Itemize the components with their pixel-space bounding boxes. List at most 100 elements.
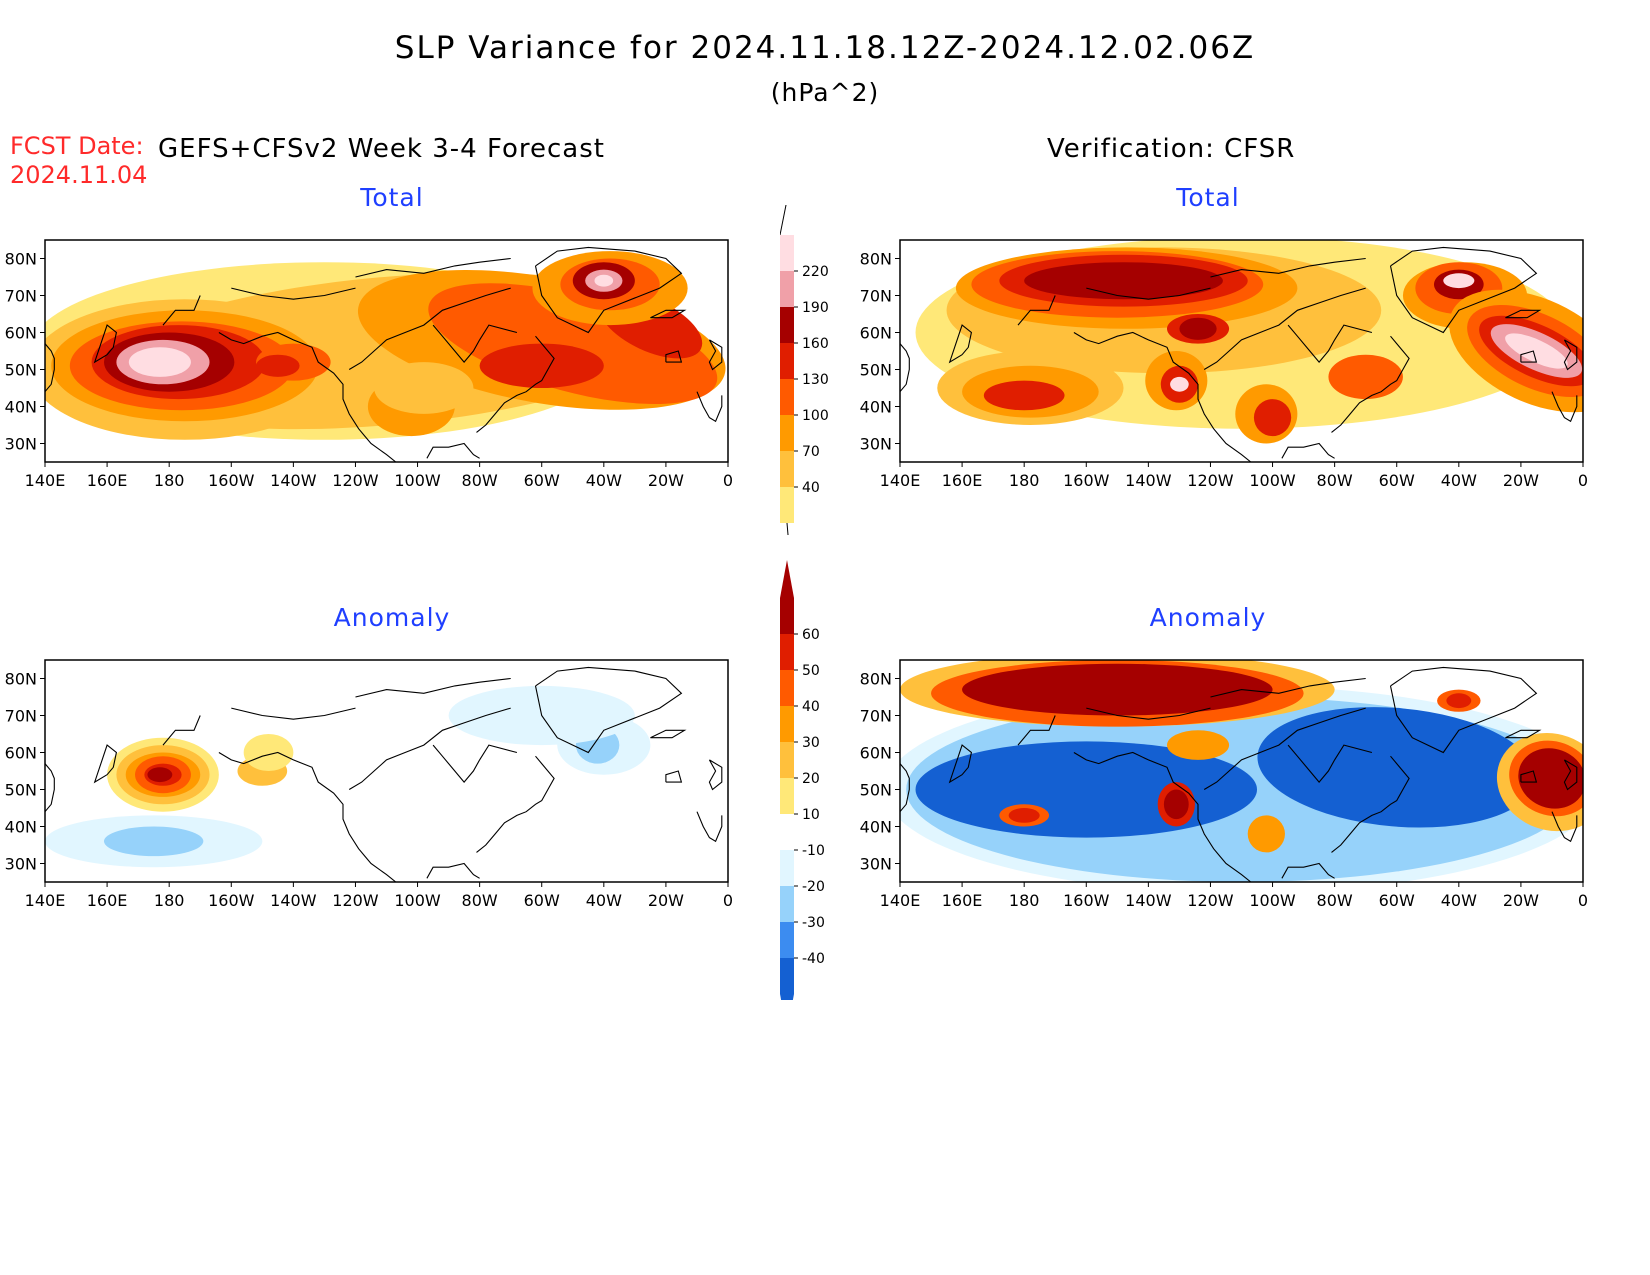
coastline bbox=[1287, 324, 1373, 363]
contour-region bbox=[256, 354, 300, 377]
lon-tick-label: 100W bbox=[394, 891, 441, 910]
contour-region bbox=[1518, 748, 1583, 809]
coastline bbox=[348, 707, 511, 790]
contour-region bbox=[1166, 730, 1230, 760]
coastline bbox=[1073, 751, 1252, 882]
lon-tick-label: 120W bbox=[1187, 891, 1234, 910]
lon-tick-label: 0 bbox=[1578, 471, 1588, 490]
lat-tick-label: 40N bbox=[5, 398, 37, 417]
colorbar-swatch bbox=[780, 271, 794, 307]
lon-tick-label: 100W bbox=[1249, 471, 1296, 490]
lat-tick-label: 40N bbox=[860, 818, 892, 837]
lat-tick-label: 60N bbox=[5, 324, 37, 343]
coastline bbox=[355, 677, 511, 698]
contour-region bbox=[1163, 789, 1189, 820]
forecast-label: GEFS+CFSv2 Week 3-4 Forecast bbox=[158, 134, 605, 164]
forecast-total-title: Total bbox=[360, 183, 424, 212]
coastline bbox=[1563, 339, 1578, 371]
lon-tick-label: 60W bbox=[524, 891, 560, 910]
contour-region bbox=[1024, 262, 1223, 300]
lon-tick-label: 160W bbox=[1063, 891, 1110, 910]
lon-tick-label: 20W bbox=[1503, 471, 1539, 490]
coastline bbox=[696, 391, 723, 423]
lon-tick-label: 140W bbox=[270, 891, 317, 910]
map-frame bbox=[899, 239, 1584, 463]
coastline bbox=[900, 763, 910, 813]
coastline bbox=[1389, 666, 1538, 754]
lon-tick-label: 80W bbox=[1317, 891, 1353, 910]
lat-tick-label: 60N bbox=[860, 324, 892, 343]
colorbar-swatch bbox=[780, 487, 794, 523]
coastline bbox=[1520, 350, 1538, 363]
lon-tick-label: 100W bbox=[1249, 891, 1296, 910]
lat-tick-label: 80N bbox=[860, 670, 892, 689]
lon-tick-label: 40W bbox=[1441, 891, 1477, 910]
lat-tick-label: 30N bbox=[860, 855, 892, 874]
colorbar-swatch bbox=[780, 598, 794, 634]
coastline bbox=[218, 751, 397, 882]
lon-tick-label: 80W bbox=[1317, 471, 1353, 490]
lat-tick-label: 70N bbox=[860, 287, 892, 306]
coastline bbox=[534, 666, 683, 754]
colorbar-label: 50 bbox=[802, 663, 820, 679]
lon-tick-label: 140E bbox=[25, 471, 66, 490]
coastline bbox=[1017, 715, 1056, 746]
verification-total-plot: 80N 70N 60N 50N 40N 30N 140E 160E 180 160W 140W 120… bbox=[860, 239, 1588, 490]
lat-tick-label: 40N bbox=[860, 398, 892, 417]
lon-tick-label: 20W bbox=[648, 471, 684, 490]
colorbar-label: 160 bbox=[802, 336, 829, 352]
lon-tick-label: 60W bbox=[1379, 471, 1415, 490]
colorbar-label: -40 bbox=[802, 951, 825, 967]
total-colorbar: 220 190 160 130 100 70 40 bbox=[779, 199, 850, 559]
coastline bbox=[1210, 677, 1366, 698]
lat-tick-label: 30N bbox=[5, 435, 37, 454]
colorbar-swatch bbox=[780, 670, 794, 706]
fcst-date-label: FCST Date: bbox=[10, 132, 144, 160]
coastline bbox=[1331, 335, 1410, 433]
lon-tick-label: 160E bbox=[942, 471, 983, 490]
coastline bbox=[1389, 246, 1538, 334]
verification-total-title: Total bbox=[1176, 183, 1240, 212]
colorbar-label: 190 bbox=[802, 300, 829, 316]
coastline bbox=[708, 339, 723, 371]
colorbar-label: 20 bbox=[802, 771, 820, 787]
lat-tick-label: 50N bbox=[860, 361, 892, 380]
coastline bbox=[1505, 309, 1542, 319]
colorbar-swatch bbox=[780, 958, 794, 994]
coastline bbox=[476, 335, 555, 433]
map-frame bbox=[44, 239, 729, 463]
colorbar-swatch bbox=[780, 814, 794, 850]
contour-region bbox=[962, 663, 1273, 716]
contour-region bbox=[103, 826, 204, 857]
colorbar-swatch bbox=[780, 742, 794, 778]
lat-tick-label: 50N bbox=[5, 361, 37, 380]
colorbar-label: -30 bbox=[802, 915, 825, 931]
coastline bbox=[948, 324, 973, 364]
lon-tick-label: 0 bbox=[1578, 891, 1588, 910]
contour-region bbox=[1446, 693, 1472, 709]
coastline bbox=[665, 350, 683, 363]
coastline bbox=[696, 811, 723, 843]
coastline bbox=[426, 862, 480, 879]
colorbar-label: -10 bbox=[802, 843, 825, 859]
coastline bbox=[1203, 287, 1366, 370]
coastline bbox=[708, 759, 723, 791]
colorbar-label: 60 bbox=[802, 627, 820, 643]
lon-tick-label: 120W bbox=[332, 891, 379, 910]
contour-region bbox=[374, 362, 474, 414]
lon-tick-label: 160E bbox=[87, 471, 128, 490]
lon-tick-label: 80W bbox=[462, 891, 498, 910]
lon-tick-label: 0 bbox=[723, 471, 733, 490]
lon-tick-label: 120W bbox=[1187, 471, 1234, 490]
colorbar-arrow bbox=[786, 522, 791, 559]
contour-region bbox=[1253, 399, 1292, 437]
contour-region bbox=[1257, 707, 1536, 828]
contour-region bbox=[428, 283, 718, 404]
lat-tick-label: 50N bbox=[860, 781, 892, 800]
lat-tick-label: 50N bbox=[5, 781, 37, 800]
coastline bbox=[1505, 729, 1542, 739]
coastline bbox=[1281, 442, 1335, 459]
lon-tick-label: 140E bbox=[880, 891, 921, 910]
lon-tick-label: 20W bbox=[648, 891, 684, 910]
coastline bbox=[1563, 759, 1578, 791]
